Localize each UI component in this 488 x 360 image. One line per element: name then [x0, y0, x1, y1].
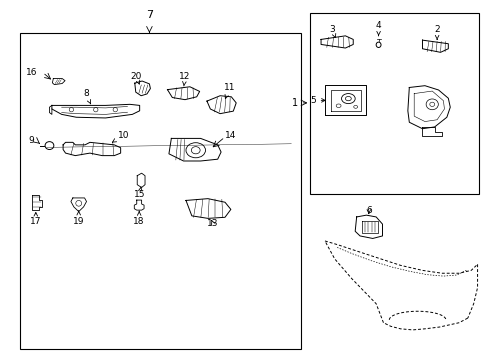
Text: 17: 17 — [30, 212, 41, 226]
Text: 6: 6 — [365, 206, 371, 215]
Text: 19: 19 — [73, 211, 84, 226]
Text: 3: 3 — [329, 25, 335, 37]
Text: 18: 18 — [133, 211, 144, 226]
Text: 7: 7 — [145, 10, 153, 21]
Text: 5: 5 — [309, 96, 325, 105]
Text: 15: 15 — [134, 187, 145, 199]
Text: 4: 4 — [375, 21, 381, 36]
Text: 14: 14 — [224, 131, 236, 140]
Text: 10: 10 — [112, 131, 129, 142]
Text: 11: 11 — [224, 83, 235, 98]
Bar — [310, 13, 478, 194]
Text: 2: 2 — [433, 25, 439, 40]
Text: 8: 8 — [83, 89, 90, 104]
Text: 9: 9 — [28, 136, 34, 145]
Text: 13: 13 — [206, 219, 218, 228]
Text: 1: 1 — [291, 98, 297, 108]
Text: 12: 12 — [179, 72, 190, 86]
Text: 20: 20 — [130, 72, 142, 84]
Bar — [20, 33, 300, 348]
Text: 16: 16 — [25, 68, 37, 77]
